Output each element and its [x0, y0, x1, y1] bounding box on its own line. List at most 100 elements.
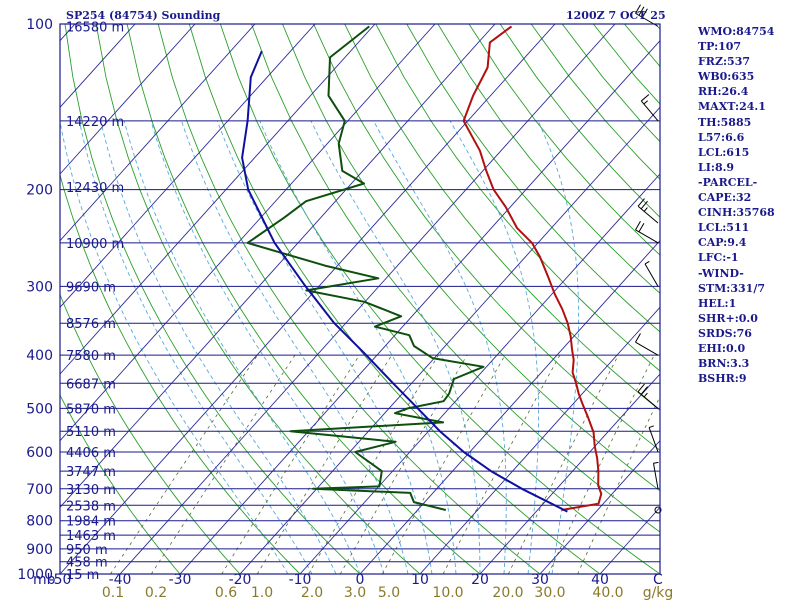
pressure-tick-label: 100: [26, 17, 53, 33]
index-line: WMO:84754: [698, 25, 775, 38]
index-line: -WIND-: [698, 266, 744, 280]
wind-barb: [644, 260, 659, 287]
dewpoint-trace: [246, 25, 485, 511]
barb-flag: [641, 8, 648, 18]
isotherm: [179, 39, 660, 574]
isotherm: [60, 24, 496, 509]
height-label: 458 m: [66, 556, 108, 571]
mixing-ratio-label: 20.0: [492, 585, 523, 600]
barb-staff: [652, 463, 659, 489]
barb-flag: [640, 94, 650, 102]
barb-staff: [637, 391, 659, 409]
isotherm: [239, 106, 660, 574]
height-label: 3747 m: [66, 465, 116, 480]
parcel-path-trace: [241, 50, 568, 513]
barb-staff: [637, 205, 659, 224]
calm-circle: [654, 506, 662, 514]
index-line: TP:107: [698, 40, 742, 54]
temperature-tick-label: -40: [109, 572, 132, 588]
barb-staff: [644, 263, 659, 287]
isotherm: [60, 24, 256, 242]
mixing-ratio-label: 30.0: [534, 585, 565, 600]
moist-adiabat: [60, 120, 289, 574]
temperature-tick-label: 20: [471, 572, 489, 588]
height-label: 4406 m: [66, 446, 116, 461]
mixing-ratio-line: [110, 354, 258, 574]
pressure-tick-label: 700: [26, 482, 53, 498]
sounding-traces: [241, 25, 603, 513]
index-line: L57:6.6: [698, 130, 745, 144]
pressure-tick-label: 200: [26, 183, 53, 199]
barb-half-flag: [653, 461, 659, 464]
mixing-ratio-label: 1.0: [251, 585, 273, 600]
barb-flag: [637, 383, 645, 393]
wind-barb: [652, 461, 659, 489]
temperature-trace: [462, 25, 603, 511]
height-label: 7580 m: [66, 349, 116, 364]
barb-staff: [635, 229, 659, 244]
barb-staff: [648, 427, 659, 453]
temperature-unit-label: C: [653, 572, 663, 588]
height-label: 1984 m: [66, 515, 116, 530]
index-line: HEL:1: [698, 296, 737, 310]
pressure-tick-label: 1000: [17, 567, 53, 583]
pressure-tick-label: 300: [26, 279, 53, 295]
height-label: 1463 m: [66, 529, 116, 544]
index-line: STM:331/7: [698, 281, 765, 295]
moist-adiabat: [150, 120, 385, 574]
isotherm: [479, 373, 660, 574]
chart-time: 1200Z 7 OCT 25: [566, 9, 666, 22]
index-line: LFC:-1: [698, 251, 739, 265]
barb-half-flag: [643, 392, 648, 398]
barb-staff: [635, 341, 659, 356]
wind-barb: [635, 220, 659, 244]
barb-flag: [638, 6, 645, 16]
moist-adiabat: [100, 120, 337, 574]
index-line: MAXT:24.1: [698, 100, 766, 114]
index-line: CINH:35768: [698, 206, 775, 220]
mixing-ratio-label: 0.1: [102, 585, 124, 600]
index-line: FRZ:537: [698, 55, 751, 69]
barb-half-flag: [648, 425, 654, 429]
pressure-tick-label: 800: [26, 514, 53, 530]
isotherm: [60, 24, 556, 574]
barb-half-flag: [644, 260, 650, 265]
height-label: 12430 m: [66, 181, 124, 196]
barb-half-flag: [643, 207, 648, 212]
barb-flag: [637, 198, 645, 207]
plot-frame: [59, 23, 661, 575]
index-line: WB0:635: [698, 70, 755, 84]
isotherm: [60, 24, 436, 442]
index-line: CAP:9.4: [698, 236, 747, 250]
index-line: BRN:3.3: [698, 357, 750, 371]
mixing-ratio-label: 40.0: [592, 585, 623, 600]
mixing-ratio-label: 3.0: [344, 585, 366, 600]
height-label: 3130 m: [66, 483, 116, 498]
height-label: 2538 m: [66, 499, 116, 514]
wind-barb-column: [635, 4, 662, 514]
height-label: 950 m: [66, 543, 108, 558]
pressure-tick-label: 400: [26, 348, 53, 364]
isotherm: [60, 24, 316, 309]
moist-adiabat: [181, 120, 409, 574]
isotherm: [119, 24, 616, 574]
index-line: TH:5885: [698, 115, 752, 129]
temperature-tick-label: -30: [169, 572, 192, 588]
indices-panel: WMO:84754 TP:107 FRZ:537 WB0:635 RH:26.4 MAXT…: [698, 24, 798, 386]
barb-half-flag: [643, 100, 649, 105]
wind-barb: [637, 198, 659, 224]
barb-flag: [635, 4, 641, 14]
pressure-tick-label: 600: [26, 445, 53, 461]
isotherm: [359, 239, 660, 574]
mixing-ratio-label: 5.0: [378, 585, 400, 600]
index-line: LCL:615: [698, 145, 750, 159]
pressure-tick-label: 900: [26, 542, 53, 558]
temperature-tick-label: 30: [531, 572, 549, 588]
height-label: 8576 m: [66, 317, 116, 332]
index-line: LI:8.9: [698, 160, 735, 174]
mixing-ratio-unit-label: g/kg: [643, 585, 674, 600]
moist-adiabat: [310, 120, 481, 574]
height-label: 9690 m: [66, 280, 116, 295]
